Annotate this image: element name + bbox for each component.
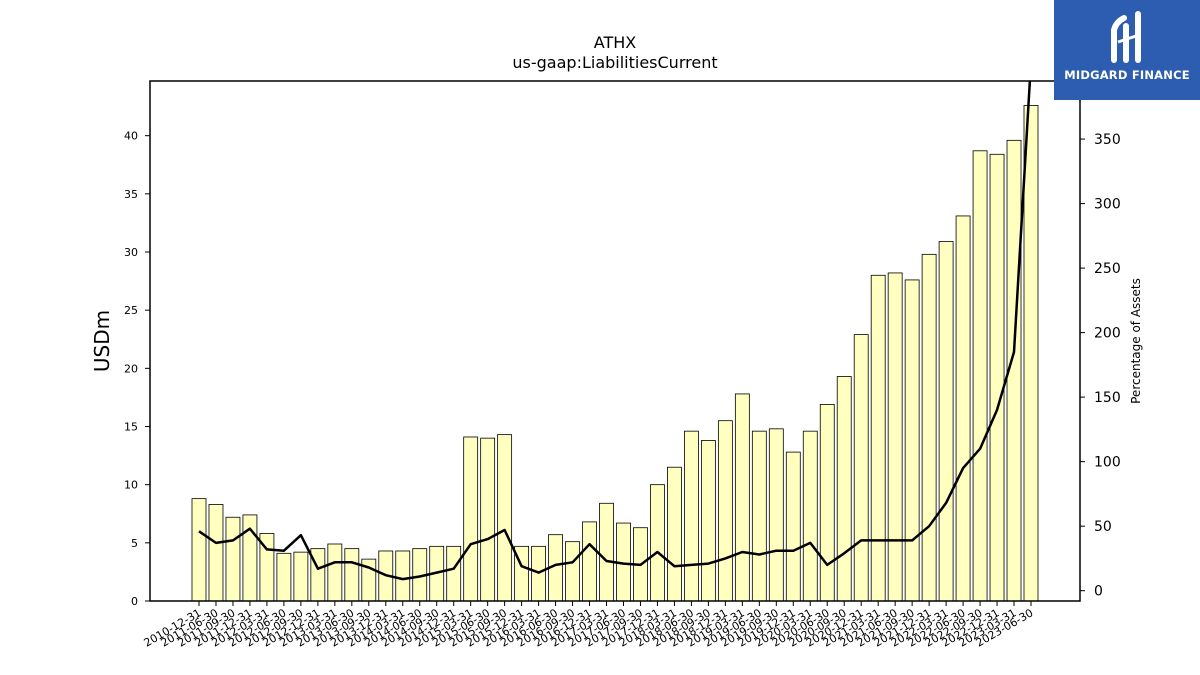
y2-tick-label: 100 — [1094, 455, 1121, 471]
y2-tick-label: 350 — [1094, 132, 1121, 148]
bar — [565, 541, 580, 602]
y2-tick-label: 300 — [1094, 197, 1121, 213]
bar-series — [191, 105, 1039, 602]
y-tick-label: 10 — [124, 479, 138, 492]
bar — [955, 215, 971, 602]
y-tick-label: 25 — [124, 304, 138, 317]
y2-tick-label: 50 — [1094, 519, 1112, 535]
bar — [819, 404, 835, 602]
bar — [208, 504, 224, 602]
y-tick-label: 15 — [124, 421, 138, 434]
x-axis: 2010-12-312011-06-302011-09-302011-12-31… — [142, 601, 1036, 650]
right-axis: 0 50 100 150 200 250 300 350 — [1080, 132, 1121, 600]
bar — [480, 437, 496, 602]
y2-tick-label: 250 — [1094, 261, 1121, 277]
y-tick-label: 35 — [124, 188, 138, 201]
bar — [870, 274, 886, 602]
bar — [293, 551, 309, 602]
bar — [938, 241, 954, 602]
bar — [802, 430, 818, 602]
bar — [225, 516, 241, 602]
bar — [344, 548, 360, 602]
bar — [650, 484, 665, 602]
line-series — [198, 81, 1032, 581]
y-tick-label: 20 — [124, 362, 138, 375]
y2-tick-label: 150 — [1094, 390, 1121, 406]
y-tick-label: 30 — [124, 246, 138, 259]
bar — [717, 420, 733, 602]
bar — [836, 376, 852, 602]
bar — [497, 434, 513, 602]
bar — [904, 279, 920, 602]
bar — [463, 436, 479, 602]
plot-frame — [149, 80, 1081, 602]
bar — [785, 451, 801, 602]
y-axis-label: USDm — [90, 310, 114, 372]
bar — [446, 545, 462, 602]
chart-title: ATHX — [594, 33, 637, 52]
y-tick-label: 5 — [131, 537, 138, 550]
bar — [1023, 105, 1039, 602]
bar — [599, 502, 614, 602]
bar — [972, 150, 988, 602]
logo-text: MIDGARD FINANCE — [1064, 68, 1190, 82]
bar — [276, 552, 292, 602]
bar — [887, 272, 903, 602]
bar — [989, 153, 1005, 602]
bar — [582, 521, 597, 602]
left-axis: 0 5 10 15 20 25 30 35 40 — [124, 130, 150, 608]
y2-tick-label: 200 — [1094, 326, 1121, 342]
bar — [327, 543, 343, 602]
y2-axis-label: Percentage of Assets — [1129, 278, 1143, 404]
bar — [734, 393, 750, 602]
chart-subtitle: us-gaap:LiabilitiesCurrent — [512, 53, 717, 72]
bar — [191, 498, 207, 602]
bar — [395, 550, 411, 602]
bar — [700, 440, 716, 602]
bar — [921, 253, 937, 602]
bar — [667, 466, 682, 602]
y2-tick-label: 0 — [1094, 584, 1103, 600]
bar — [853, 334, 869, 602]
logo-mark-icon — [1111, 11, 1141, 63]
bar — [684, 430, 699, 602]
percentage-line — [198, 81, 1032, 581]
y-tick-label: 40 — [124, 130, 138, 143]
brand-logo: MIDGARD FINANCE — [1054, 0, 1200, 100]
bar — [751, 430, 767, 602]
bar — [768, 428, 784, 602]
y-tick-label: 0 — [131, 595, 138, 608]
